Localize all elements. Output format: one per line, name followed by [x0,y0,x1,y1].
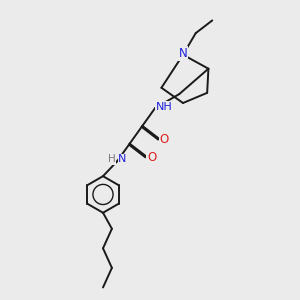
Text: N: N [118,154,127,164]
Text: O: O [147,151,156,164]
Text: O: O [160,133,169,146]
Text: H: H [108,154,116,164]
Text: N: N [178,47,188,60]
Text: NH: NH [156,102,172,112]
